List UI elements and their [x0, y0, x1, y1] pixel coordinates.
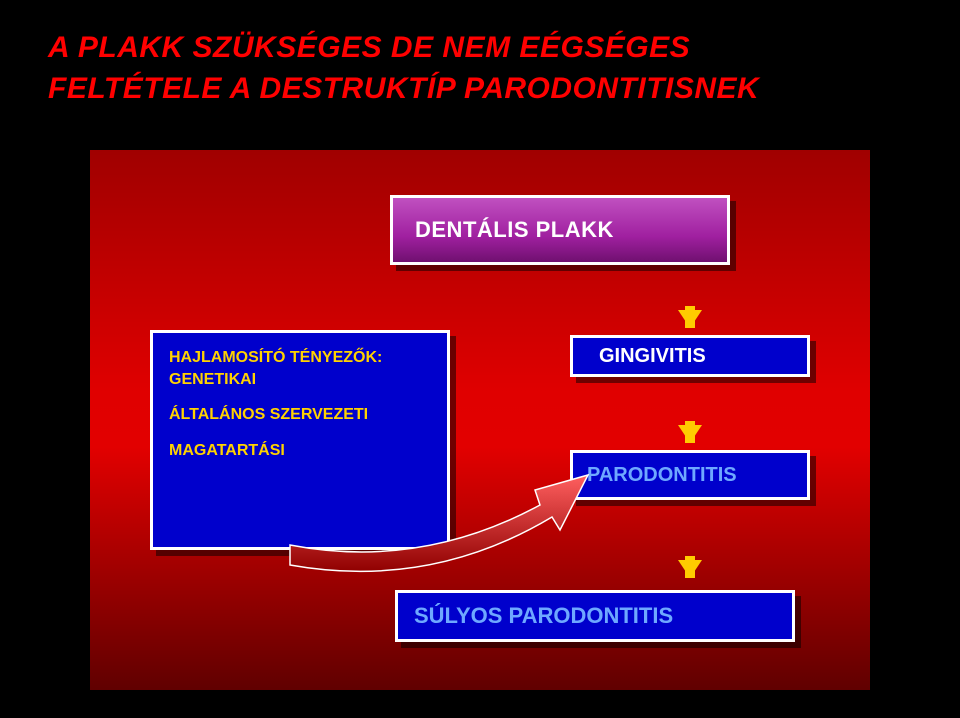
slide: A PLAKK SZÜKSÉGES DE NEM EÉGSÉGES FELTÉT…: [0, 0, 960, 718]
box-sulyos-parodontitis-label: SÚLYOS PARODONTITIS: [414, 603, 673, 629]
title-line1: A PLAKK SZÜKSÉGES DE NEM EÉGSÉGES: [48, 31, 690, 64]
title-line2: FELTÉTELE A DESTRUKTÍP PARODONTITISNEK: [48, 72, 759, 105]
slide-title: A PLAKK SZÜKSÉGES DE NEM EÉGSÉGES FELTÉT…: [48, 28, 912, 109]
box-sulyos-parodontitis: SÚLYOS PARODONTITIS: [395, 590, 795, 642]
diagram-panel: DENTÁLIS PLAKK HAJLAMOSÍTÓ TÉNYEZŐK: GEN…: [90, 150, 870, 690]
